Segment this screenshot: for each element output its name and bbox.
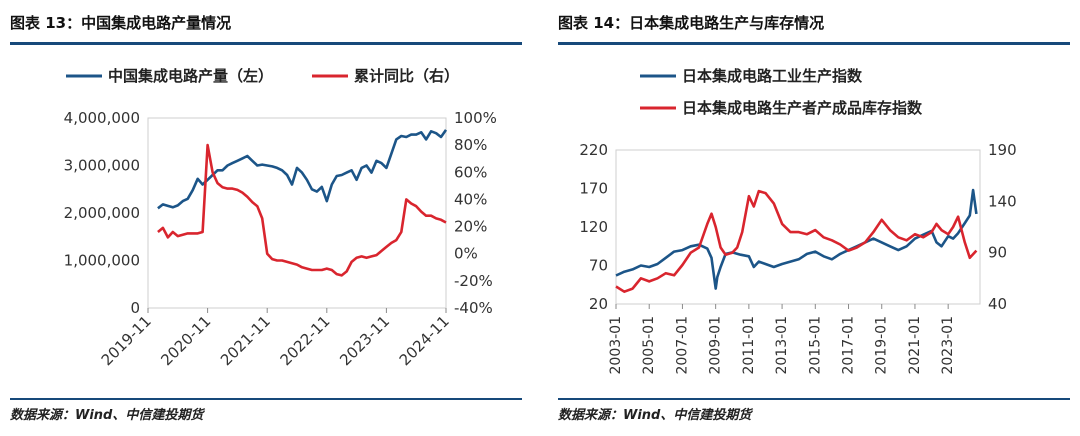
y-left-tick-label: 120 — [579, 218, 608, 236]
left-figure-panel: 图表 13：中国集成电路产量情况 4,000,000 3,000,000 2,000… — [0, 0, 532, 436]
chart-china-ic-output: 4,000,000 3,000,000 2,000,000 1,000,000 0 100… — [64, 67, 497, 369]
series-line-1 — [615, 188, 978, 290]
series-line-1 — [157, 129, 448, 210]
y-right-tick-label: -40% — [454, 299, 493, 317]
y-left-tick-label: 220 — [579, 141, 608, 159]
figure-source: 数据来源：Wind、中信建投期货 — [10, 408, 204, 423]
y-right-tick-label: 100% — [454, 109, 497, 127]
x-tick-label: 2021-11 — [217, 312, 274, 369]
x-tick-label: 2011-01 — [741, 316, 757, 375]
y-left-tick-label: 70 — [589, 257, 608, 275]
y-right-tick-label: -20% — [454, 272, 493, 290]
right-figure-panel: 图表 14：日本集成电路生产与库存情况 220 170 120 70 20 190 140 9… — [548, 0, 1080, 436]
source-rule — [10, 398, 522, 400]
x-tick-label: 2024-11 — [396, 312, 453, 369]
y-left-tick-label: 0 — [130, 299, 140, 317]
x-tick-label: 2020-11 — [157, 312, 214, 369]
legend-label-2: 累计同比（右） — [354, 67, 459, 85]
x-tick-label: 2017-01 — [841, 316, 857, 375]
figure-title: 图表 13：中国集成电路产量情况 — [10, 14, 232, 32]
y-right-tick-label: 190 — [988, 141, 1017, 159]
y-right-tick-label: 90 — [988, 244, 1007, 262]
x-tick-label: 2019-01 — [874, 316, 890, 375]
x-tick-label: 2003-01 — [608, 316, 624, 375]
y-left-tick-label: 20 — [589, 295, 608, 313]
x-tick-label: 2015-01 — [807, 316, 823, 375]
y-left-tick-label: 4,000,000 — [64, 109, 140, 127]
y-left-tick-label: 170 — [579, 180, 608, 198]
figure-title: 图表 14：日本集成电路生产与库存情况 — [558, 14, 825, 32]
legend-label-1: 中国集成电路产量（左） — [108, 67, 273, 85]
x-tick-label: 2005-01 — [641, 316, 657, 375]
x-tick-label: 2021-01 — [907, 316, 923, 375]
y-left-tick-label: 3,000,000 — [64, 157, 140, 175]
y-right-tick-label: 0% — [454, 245, 478, 263]
y-right-tick-label: 80% — [454, 136, 487, 154]
x-tick-label: 2009-01 — [708, 316, 724, 375]
y-right-tick-label: 40 — [988, 295, 1007, 313]
y-right-tick-label: 140 — [988, 192, 1017, 210]
y-right-tick-label: 60% — [454, 163, 487, 181]
legend-label-1: 日本集成电路工业生产指数 — [682, 67, 863, 85]
title-rule — [558, 42, 1070, 45]
x-tick-label: 2019-11 — [98, 312, 155, 369]
legend-label-2: 日本集成电路生产者产成品库存指数 — [682, 99, 923, 117]
series-line-2 — [615, 189, 978, 294]
y-left-tick-label: 2,000,000 — [64, 204, 140, 222]
x-tick-label: 2023-11 — [336, 312, 393, 369]
y-left-tick-label: 1,000,000 — [64, 252, 140, 270]
source-rule — [558, 398, 1070, 400]
series-line-2 — [157, 143, 447, 277]
y-right-tick-label: 40% — [454, 190, 487, 208]
figure-source: 数据来源：Wind、中信建投期货 — [558, 408, 752, 423]
plot-area — [147, 117, 447, 309]
x-tick-label: 2023-01 — [940, 316, 956, 375]
title-rule — [10, 42, 522, 45]
x-tick-label: 2007-01 — [674, 316, 690, 375]
y-right-tick-label: 20% — [454, 218, 487, 236]
plot-area — [615, 149, 981, 305]
chart-japan-ic-production-inventory: 220 170 120 70 20 190 140 90 40 2003-01 2005-01 200… — [579, 67, 1017, 375]
x-tick-label: 2022-11 — [277, 312, 334, 369]
x-tick-label: 2013-01 — [774, 316, 790, 375]
